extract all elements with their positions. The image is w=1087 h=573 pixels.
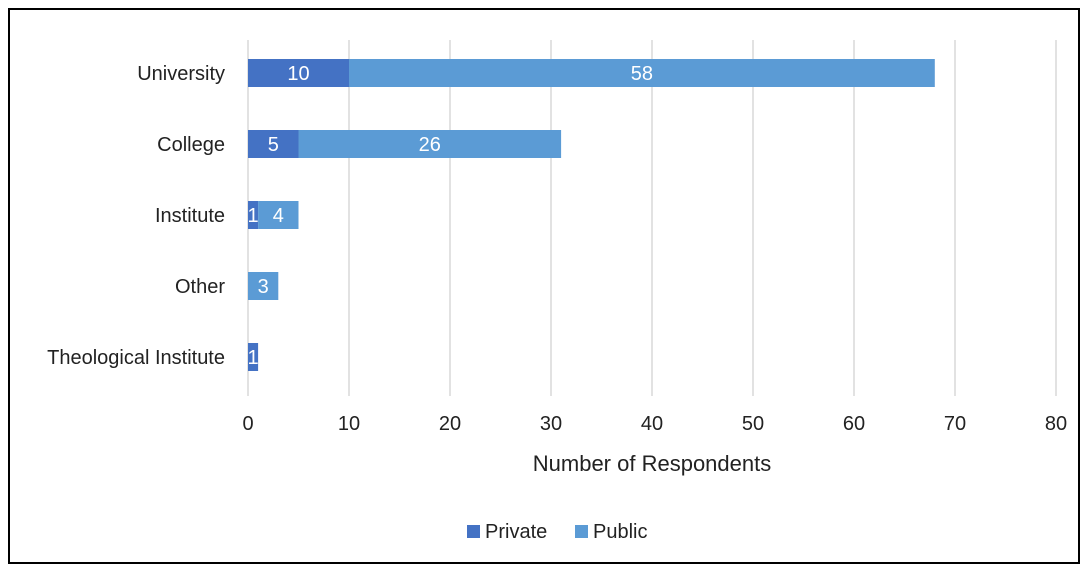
- legend-label: Private: [485, 521, 547, 543]
- bar-private: [248, 130, 299, 158]
- chart-frame: [8, 8, 1080, 564]
- grid-lines: [247, 40, 1057, 396]
- bar-public: [298, 130, 562, 158]
- data-label: 10: [287, 63, 309, 85]
- bar-private: [248, 201, 259, 229]
- x-tick-label: 20: [439, 413, 461, 435]
- x-tick-label: 40: [641, 413, 663, 435]
- bar-public: [248, 272, 279, 300]
- bar-public: [258, 201, 299, 229]
- x-tick-label: 80: [1045, 413, 1067, 435]
- category-label: Theological Institute: [47, 347, 225, 369]
- category-label: Other: [175, 276, 225, 298]
- data-label: 26: [419, 134, 441, 156]
- data-label: 1: [247, 205, 258, 227]
- legend-label: Public: [593, 521, 647, 543]
- x-tick-label: 50: [742, 413, 764, 435]
- data-label: 5: [268, 134, 279, 156]
- legend-swatch: [575, 525, 588, 538]
- x-tick-label: 30: [540, 413, 562, 435]
- data-label: 58: [631, 63, 653, 85]
- bar-private: [248, 59, 349, 87]
- category-label: Institute: [155, 205, 225, 227]
- data-label: 3: [258, 276, 269, 298]
- bar-private: [248, 343, 259, 371]
- x-tick-label: 10: [338, 413, 360, 435]
- x-tick-label: 0: [242, 413, 253, 435]
- labels: 0 10 20 30 40 50 60 70 80 University College Instit…: [47, 63, 1067, 435]
- legend-swatch: [467, 525, 480, 538]
- data-label: 4: [273, 205, 284, 227]
- bars: [248, 59, 935, 371]
- bar-public: [349, 59, 935, 87]
- x-axis-title: Number of Respondents: [533, 451, 771, 476]
- category-label: College: [157, 134, 225, 156]
- data-label: 1: [247, 347, 258, 369]
- x-tick-label: 60: [843, 413, 865, 435]
- x-tick-label: 70: [944, 413, 966, 435]
- category-label: University: [137, 63, 225, 85]
- legend: Private Public: [467, 521, 647, 543]
